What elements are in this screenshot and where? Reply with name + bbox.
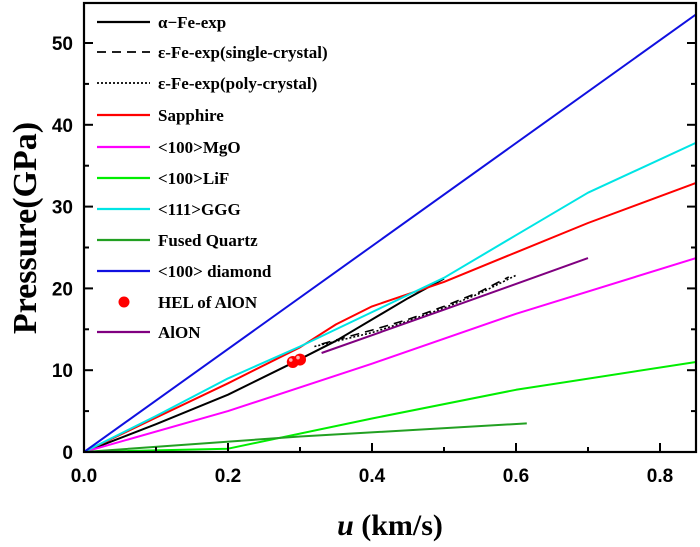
x-tick-label: 0.0 — [71, 466, 97, 487]
y-axis-title: Pressure(GPa) — [7, 122, 44, 334]
x-axis-title-unit: (km/s) — [354, 509, 443, 542]
legend: α−Fe-exp ε-Fe-exp(single-crystal) ε-Fe-exp… — [97, 13, 328, 342]
y-tick-label: 20 — [52, 279, 73, 300]
x-axis-title-symbol: u — [337, 509, 354, 542]
legend-label: <100>MgO — [158, 138, 241, 157]
data-point-hel-of-alon-1 — [294, 353, 306, 366]
legend-item-hel-of-alon: HEL of AlON — [118, 293, 258, 312]
legend-marker — [118, 296, 130, 308]
legend-item-fe-exp-single-crystal: ε-Fe-exp(single-crystal) — [97, 43, 328, 62]
series-line-fe-exp-single-crystal — [321, 276, 510, 345]
legend-label: Sapphire — [158, 106, 224, 125]
legend-item-sapphire: Sapphire — [97, 106, 224, 125]
plot-frame — [82, 1, 698, 454]
legend-label: ε-Fe-exp(poly-crystal) — [158, 74, 317, 93]
legend-item-111-ggg: <111>GGG — [97, 200, 241, 219]
x-tick-label: 0.2 — [215, 466, 241, 487]
y-tick-label: 0 — [62, 443, 73, 464]
legend-label: AlON — [158, 323, 201, 342]
series-line-fe-exp — [84, 277, 445, 452]
series-line-alon — [321, 257, 589, 354]
legend-item-fe-exp-poly-crystal: ε-Fe-exp(poly-crystal) — [97, 74, 317, 93]
data-point-highlight — [296, 355, 300, 360]
series-line-111-ggg — [84, 141, 696, 452]
series-line-fe-exp-poly-crystal — [314, 274, 517, 348]
legend-item-fe-exp: α−Fe-exp — [97, 13, 226, 32]
series-layer — [84, 13, 696, 452]
x-axis-title: u (km/s) — [337, 509, 443, 542]
ticks-layer: 0.0 0.2 0.4 0.6 0.8 0 10 20 30 40 50 — [52, 34, 696, 487]
legend-label: <111>GGG — [158, 200, 241, 219]
series-line-100-mgo — [84, 257, 696, 452]
series-line-fused-quartz — [84, 422, 527, 452]
y-tick-label: 10 — [52, 361, 73, 382]
y-tick-label: 30 — [52, 198, 73, 219]
legend-item-100-mgo: <100>MgO — [97, 138, 241, 157]
legend-label: α−Fe-exp — [158, 13, 226, 32]
data-point-highlight — [289, 358, 293, 362]
legend-label: <100>LiF — [158, 169, 229, 188]
series-line-100-diamond — [84, 13, 696, 452]
legend-item-100-lif: <100>LiF — [97, 169, 229, 188]
legend-item-fused-quartz: Fused Quartz — [97, 231, 258, 250]
y-tick-label: 40 — [52, 116, 73, 137]
legend-label: ε-Fe-exp(single-crystal) — [158, 43, 328, 62]
legend-label: HEL of AlON — [158, 293, 258, 312]
legend-label: Fused Quartz — [158, 231, 258, 250]
series-line-100-lif — [84, 361, 696, 452]
x-tick-label: 0.8 — [647, 466, 673, 487]
y-tick-label: 50 — [52, 34, 73, 55]
x-tick-label: 0.6 — [503, 466, 529, 487]
series-line-sapphire — [84, 181, 696, 452]
legend-item-100-diamond: <100> diamond — [97, 262, 272, 281]
legend-item-alon: AlON — [97, 323, 201, 342]
x-tick-label: 0.4 — [359, 466, 386, 487]
legend-label: <100> diamond — [158, 262, 272, 281]
